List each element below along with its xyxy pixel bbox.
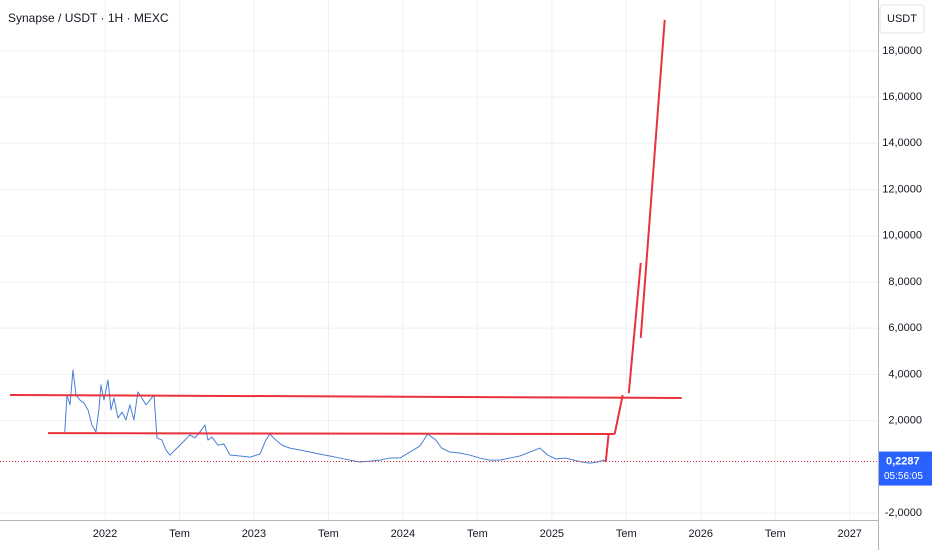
y-tick-label: 6,0000 xyxy=(888,322,922,334)
grid xyxy=(0,0,878,520)
plot xyxy=(0,19,878,464)
currency-box[interactable] xyxy=(879,4,925,34)
price-line xyxy=(64,369,607,464)
y-tick-label: 16,0000 xyxy=(882,91,922,103)
y-tick-label: 4,0000 xyxy=(888,368,922,380)
x-tick-label: Tem xyxy=(467,528,488,540)
x-tick-label: Tem xyxy=(318,528,339,540)
last-price-box xyxy=(879,451,932,486)
y-tick-label: 8,0000 xyxy=(888,276,922,288)
x-tick-label: 2026 xyxy=(689,528,713,540)
chart-title: Synapse / USDT · 1H · MEXC xyxy=(8,11,169,25)
x-tick-label: 2023 xyxy=(242,528,266,540)
x-tick-label: Tem xyxy=(616,528,637,540)
currency-label[interactable]: USDT xyxy=(887,13,917,25)
x-tick-label: 2022 xyxy=(93,528,117,540)
x-tick-label: 2027 xyxy=(837,528,861,540)
x-tick-label: 2025 xyxy=(540,528,564,540)
price-line xyxy=(604,19,666,463)
y-tick-label: -2,0000 xyxy=(885,507,922,519)
x-tick-label: Tem xyxy=(765,528,786,540)
axes: 2022 Tem 2023 Tem 2024 Tem 2025 Tem 2026 Tem 2027 -… xyxy=(93,45,932,540)
y-tick-label: 18,0000 xyxy=(882,45,922,57)
countdown: 05:56:05 xyxy=(884,471,923,482)
y-tick-label: 2,0000 xyxy=(888,415,922,427)
y-tick-label: 14,0000 xyxy=(882,137,922,149)
x-tick-label: 2024 xyxy=(391,528,415,540)
price-line xyxy=(9,393,682,399)
y-tick-label: 12,0000 xyxy=(882,183,922,195)
x-tick-label: Tem xyxy=(169,528,190,540)
y-tick-label: 10,0000 xyxy=(882,230,922,242)
price-line xyxy=(47,432,615,436)
last-price-label: 0,2287 xyxy=(886,455,920,467)
